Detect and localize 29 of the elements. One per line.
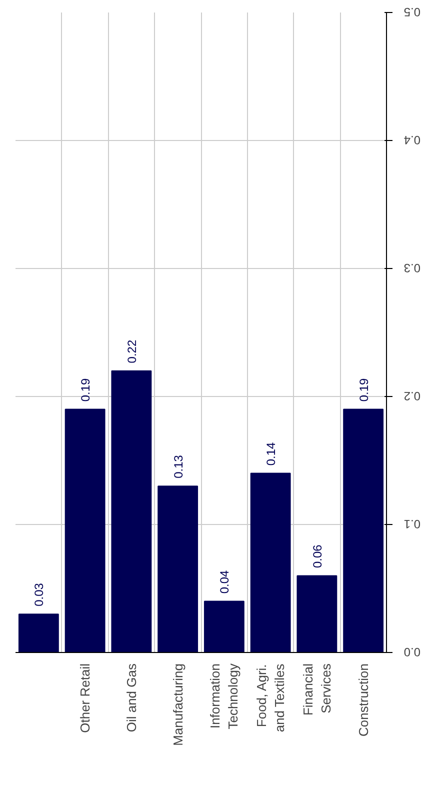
x-tick-label: Other Retail bbox=[78, 663, 93, 733]
y-tick-label: 0.1 bbox=[403, 517, 420, 531]
bar bbox=[204, 600, 244, 652]
bar bbox=[64, 408, 106, 652]
data-label: 0.19 bbox=[78, 378, 93, 402]
data-label: 0.14 bbox=[264, 442, 278, 466]
data-label: 0.03 bbox=[32, 582, 46, 606]
bar bbox=[18, 614, 59, 652]
bar bbox=[250, 472, 291, 652]
bar bbox=[343, 408, 384, 652]
y-tick-label: 0.4 bbox=[403, 133, 420, 147]
data-label: 0.19 bbox=[356, 378, 371, 402]
y-tick-label: 0.2 bbox=[403, 389, 420, 403]
y-tick-label: 0.3 bbox=[403, 261, 420, 275]
data-label: 0.22 bbox=[124, 340, 139, 364]
x-tick-label: Food, Agri. and Textiles bbox=[254, 663, 288, 732]
x-tick-label: Information Technology bbox=[208, 663, 241, 730]
bar bbox=[111, 370, 152, 652]
bar bbox=[296, 575, 338, 652]
data-label: 0.04 bbox=[218, 570, 232, 594]
bar bbox=[158, 486, 198, 652]
data-label: 0.06 bbox=[310, 544, 324, 568]
x-tick-label: Oil and Gas bbox=[124, 663, 139, 732]
x-tick-label: Financial Services bbox=[300, 663, 334, 716]
data-label: 0.13 bbox=[171, 454, 186, 478]
x-tick-label: Construction bbox=[356, 663, 371, 736]
y-tick-label: 0.0 bbox=[403, 645, 420, 659]
x-tick-label: Manufacturing bbox=[170, 663, 186, 746]
y-tick-label: 0.5 bbox=[403, 5, 420, 19]
